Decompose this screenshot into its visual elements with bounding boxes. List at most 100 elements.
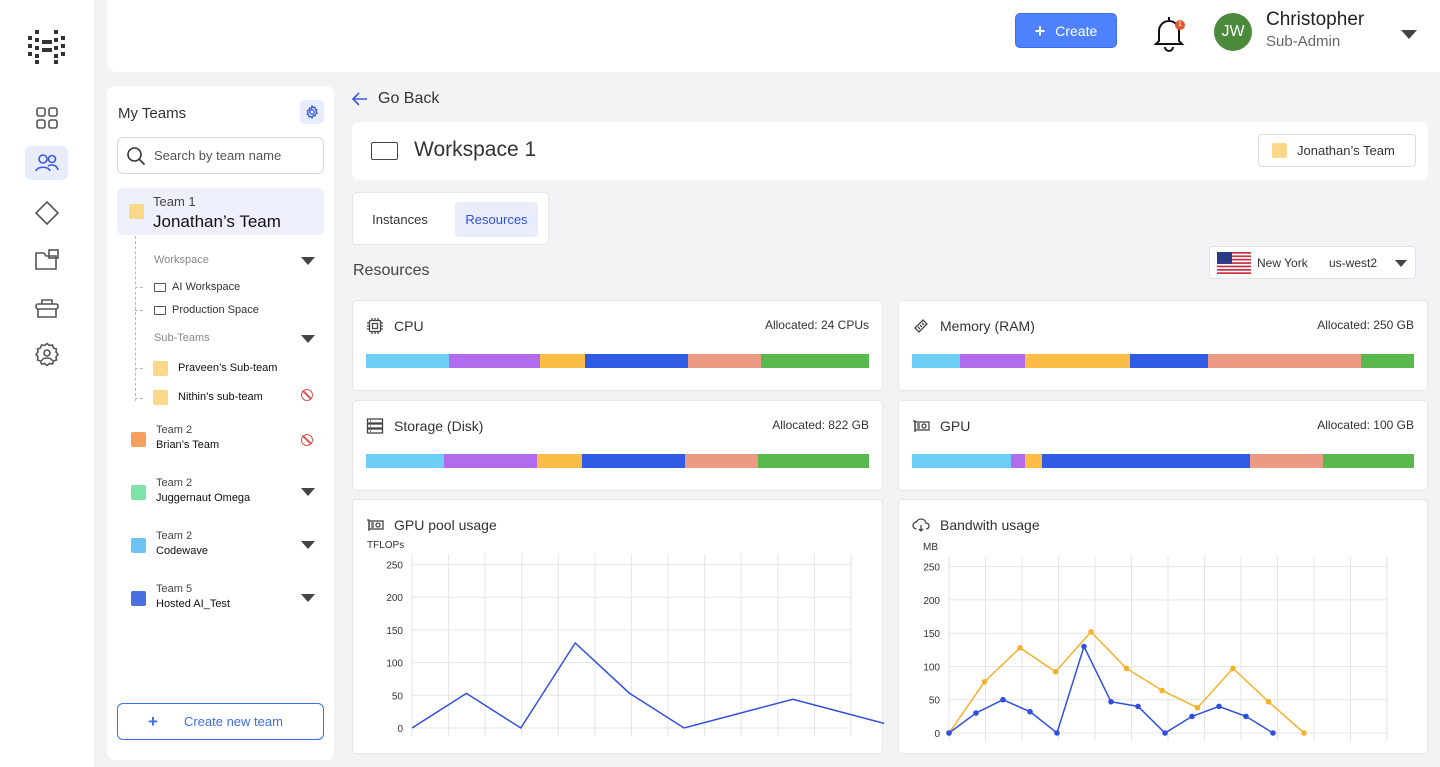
workspace-item[interactable]: AI Workspace xyxy=(154,281,240,293)
team-search[interactable] xyxy=(117,137,324,174)
resource-card-title: Memory (RAM) xyxy=(912,317,1035,335)
arrow-left-icon xyxy=(352,92,367,106)
data-point xyxy=(1052,668,1059,675)
teams-panel-title: My Teams xyxy=(118,105,187,122)
bell-icon[interactable] xyxy=(1151,13,1187,53)
tree-connector xyxy=(135,236,136,401)
allocation-segment xyxy=(1361,354,1414,368)
nav-workspaces[interactable] xyxy=(25,243,68,277)
data-point xyxy=(1265,698,1272,705)
resource-title: Memory (RAM) xyxy=(940,318,1035,334)
nav-teams[interactable] xyxy=(25,146,68,180)
resource-card-storage: Storage (Disk) Allocated: 822 GB xyxy=(352,400,883,491)
nav-rail xyxy=(0,0,94,767)
tree-connector xyxy=(135,368,143,369)
data-point xyxy=(1054,730,1060,736)
chevron-down-icon[interactable] xyxy=(301,594,315,602)
plus-icon: + xyxy=(148,711,158,731)
tab-resources[interactable]: Resources xyxy=(455,202,538,237)
subteam-color-swatch xyxy=(153,361,168,376)
team-item[interactable]: Brian’s Team xyxy=(156,439,220,451)
team-item-active[interactable]: Team 1 Jonathan’s Team xyxy=(117,188,324,235)
nav-storage[interactable] xyxy=(25,291,68,325)
go-back-link[interactable]: Go Back xyxy=(352,90,439,108)
allocation-segment xyxy=(760,354,869,368)
storage-icon xyxy=(366,418,384,434)
team-chip[interactable]: Jonathan’s Team xyxy=(1258,134,1416,167)
us-flag-icon xyxy=(1217,252,1251,274)
workspace-chevron-down-icon[interactable] xyxy=(301,257,315,265)
subteam-item[interactable]: Praveen’s Sub-team xyxy=(178,362,278,374)
team-chip-label: Jonathan’s Team xyxy=(1297,143,1395,158)
resource-card-memory: Memory (RAM) Allocated: 250 GB xyxy=(898,300,1428,391)
blocked-icon[interactable] xyxy=(301,434,313,446)
data-point xyxy=(1135,703,1141,710)
nav-models[interactable] xyxy=(25,196,68,230)
tree-connector xyxy=(135,287,143,288)
allocation-bar xyxy=(366,354,869,368)
data-point xyxy=(1216,703,1222,710)
allocation-segment xyxy=(1130,354,1209,368)
team-item[interactable]: Hosted AI_Test xyxy=(156,598,230,610)
tab-instances[interactable]: Instances xyxy=(372,212,428,227)
workspace-item-label: AI Workspace xyxy=(172,281,241,293)
allocation-segment xyxy=(1323,454,1414,468)
allocation-segment xyxy=(1250,454,1324,468)
subteams-chevron-down-icon[interactable] xyxy=(301,335,315,343)
folder-icon xyxy=(34,249,59,270)
tree-connector xyxy=(135,398,143,399)
allocation-segment xyxy=(537,454,583,468)
subteam-item[interactable]: Nithin’s sub-team xyxy=(178,391,263,403)
region-zone: us-west2 xyxy=(1329,256,1378,270)
gpu-icon xyxy=(367,519,384,531)
data-point xyxy=(1081,643,1087,650)
workspace-item[interactable]: Production Space xyxy=(154,304,259,316)
allocation-bar xyxy=(366,454,869,468)
create-new-team-button[interactable]: + Create new team xyxy=(117,703,324,740)
resource-allocated: Allocated: 822 GB xyxy=(772,418,869,432)
grid-icon xyxy=(35,107,58,129)
chart-card-gpu-pool: GPU pool usage 0 50 100 150 200 250 TFLOPs xyxy=(352,499,884,754)
user-menu-chevron-down-icon[interactable] xyxy=(1401,30,1417,39)
avatar[interactable]: JW xyxy=(1214,13,1252,51)
users-icon xyxy=(34,154,59,172)
gpu-icon xyxy=(913,420,930,432)
team-item[interactable]: Juggernaut Omega xyxy=(156,492,251,504)
team-item[interactable]: Codewave xyxy=(156,545,208,557)
chevron-down-icon[interactable] xyxy=(301,488,315,496)
go-back-label: Go Back xyxy=(378,90,440,107)
resource-card-gpu: GPU Allocated: 100 GB xyxy=(898,400,1428,491)
team-kicker: Team 2 xyxy=(156,530,193,542)
user-role: Sub-Admin xyxy=(1266,33,1341,50)
region-select[interactable]: New York us-west2 xyxy=(1209,246,1416,279)
top-bar: + Create 1 JW Christopher Sub-Admin xyxy=(107,0,1440,72)
diamond-icon xyxy=(34,200,59,226)
data-point xyxy=(1162,730,1168,736)
chevron-down-icon[interactable] xyxy=(301,541,315,549)
tree-connector xyxy=(135,310,143,311)
create-new-team-label: Create new team xyxy=(183,714,283,729)
blocked-icon[interactable] xyxy=(301,389,313,401)
data-point xyxy=(946,730,952,736)
allocation-segment xyxy=(685,454,759,468)
team-search-input[interactable] xyxy=(154,148,314,163)
nav-dashboard[interactable] xyxy=(25,101,68,135)
workspace-header: Workspace 1 Jonathan’s Team xyxy=(352,122,1428,180)
resource-title: CPU xyxy=(394,318,424,334)
data-point xyxy=(1159,687,1165,694)
subteams-section-label: Sub-Teams xyxy=(154,332,210,344)
teams-panel: My Teams Team 1 Jonathan’s Team Workspac… xyxy=(107,86,334,760)
bandwidth-chart: 0 50 100 150 200 250 MB xyxy=(923,542,1388,741)
create-button[interactable]: + Create xyxy=(1015,13,1117,48)
gear-icon xyxy=(306,105,319,119)
nav-settings[interactable] xyxy=(25,338,68,372)
y-tick-label: 50 xyxy=(929,696,941,707)
window-icon xyxy=(371,142,398,160)
teams-settings-button[interactable] xyxy=(300,100,324,124)
series-line xyxy=(411,641,884,730)
data-point xyxy=(1189,713,1195,720)
data-point xyxy=(1000,696,1006,703)
window-icon xyxy=(154,305,166,315)
data-point xyxy=(973,710,979,716)
allocation-bar xyxy=(912,454,1414,468)
